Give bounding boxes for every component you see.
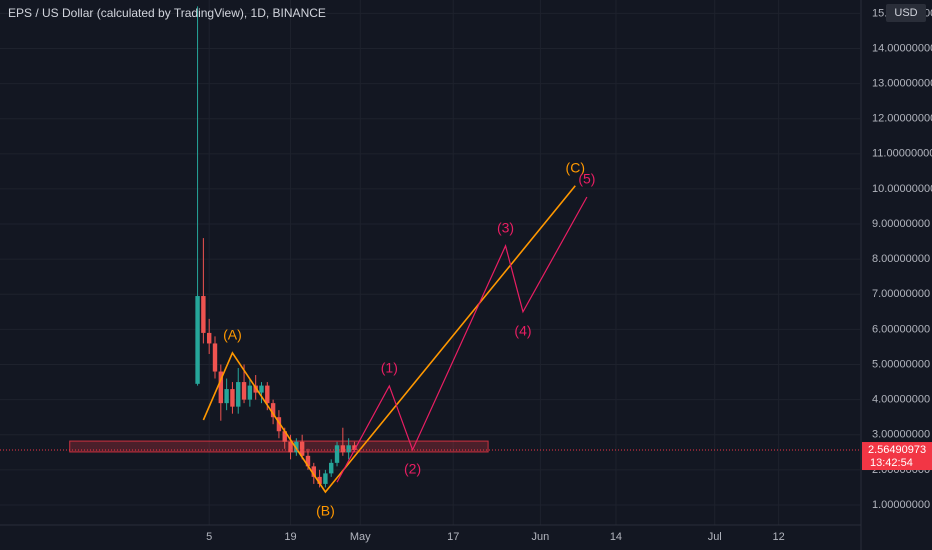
candle-body: [317, 476, 322, 484]
zone: [69, 440, 489, 453]
candle-body: [270, 403, 276, 418]
countdown: 13:42:54: [870, 457, 913, 469]
candle-body: [329, 462, 334, 474]
x-tick-label: Jul: [708, 531, 722, 543]
candle-body: [259, 385, 264, 393]
wave-label: (A): [223, 327, 242, 343]
wave-label: (3): [497, 220, 514, 236]
candle-body: [276, 417, 282, 432]
candle-body: [288, 441, 293, 453]
candle-body: [236, 382, 241, 407]
candle-body: [241, 382, 247, 400]
candle-body: [206, 332, 212, 344]
candle-body: [323, 473, 328, 484]
y-tick-label: 11.00000000: [872, 148, 932, 160]
last-price-label: 2.56490973: [868, 444, 926, 456]
candle-body: [294, 441, 299, 453]
wave-label: (5): [578, 171, 595, 187]
y-tick-label: 6.00000000: [872, 323, 930, 335]
y-tick-label: 1.00000000: [872, 499, 930, 511]
candle-body: [346, 445, 351, 453]
wave-line: [202, 185, 576, 494]
x-tick-label: 5: [206, 531, 212, 543]
wave-label: (4): [514, 323, 531, 339]
chart-title: EPS / US Dollar (calculated by TradingVi…: [8, 6, 326, 20]
y-tick-label: 9.00000000: [872, 218, 930, 230]
y-tick-label: 7.00000000: [872, 288, 930, 300]
y-tick-label: 3.00000000: [872, 429, 930, 441]
candle-body: [247, 385, 253, 400]
candle-body: [218, 371, 224, 404]
x-tick-label: May: [350, 531, 371, 543]
wave-label: (C): [566, 159, 585, 175]
axes: 1.000000002.000000003.000000004.00000000…: [206, 4, 932, 543]
grid: [0, 0, 860, 525]
price-label-box: [862, 442, 932, 471]
candle-body: [299, 441, 305, 456]
candle-body: [334, 445, 340, 463]
x-tick-label: 17: [447, 531, 459, 543]
candle-body: [224, 389, 229, 404]
candle-body: [212, 343, 218, 372]
y-tick-label: 13.00000000: [872, 77, 932, 89]
wave-label: (B): [316, 503, 335, 519]
candle-body: [265, 385, 270, 404]
x-tick-label: 14: [610, 531, 622, 543]
x-tick-label: Jun: [532, 531, 550, 543]
y-tick-label: 10.00000000: [872, 183, 932, 195]
candle-body: [311, 466, 316, 477]
currency-box: [886, 4, 926, 22]
y-tick-label: 5.00000000: [872, 358, 930, 370]
candle-body: [201, 296, 206, 333]
candle-body: [230, 389, 235, 407]
y-tick-label: 4.00000000: [872, 394, 930, 406]
wave-label: (1): [381, 360, 398, 376]
x-tick-label: 19: [284, 531, 296, 543]
currency-label: USD: [894, 7, 917, 19]
wave-label: (2): [404, 461, 421, 477]
candle-body: [340, 445, 346, 453]
wave-line: [336, 196, 588, 483]
x-tick-label: 12: [773, 531, 785, 543]
y-tick-label: 12.00000000: [872, 113, 932, 125]
candle-body: [305, 455, 311, 467]
candle-body: [195, 296, 200, 384]
y-tick-label: 14.00000000: [872, 42, 932, 54]
y-tick-label: 8.00000000: [872, 253, 930, 265]
candle-body: [352, 445, 357, 451]
marks: (A) (B) (C) (1) (2) (3) (4) (5): [0, 6, 860, 519]
candle-body: [282, 431, 287, 442]
